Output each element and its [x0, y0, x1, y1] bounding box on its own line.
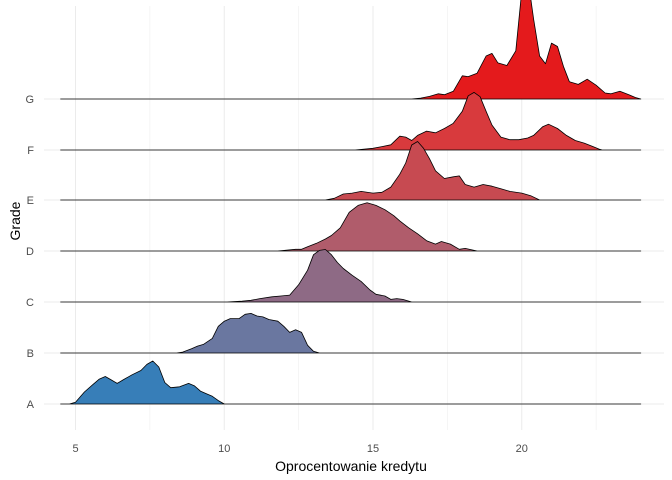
y-tick-labels: A B C D E F G — [25, 94, 34, 411]
y-tick-label: E — [27, 195, 34, 207]
x-tick-label: 5 — [72, 443, 78, 455]
ridge-E — [60, 141, 642, 201]
y-tick-label: D — [26, 246, 34, 258]
ridge-A — [60, 360, 642, 405]
x-tick-label: 20 — [516, 443, 528, 455]
y-tick-label: G — [25, 94, 34, 106]
x-tick-label: 15 — [367, 443, 379, 455]
y-axis-title: Grade — [7, 201, 23, 240]
x-tick-label: 10 — [218, 443, 230, 455]
ridge-C — [60, 249, 642, 303]
y-tick-label: B — [27, 348, 34, 360]
x-tick-labels: 5 10 15 20 — [72, 443, 527, 455]
ridge-F — [60, 92, 642, 151]
y-tick-label: C — [26, 297, 34, 309]
y-tick-label: F — [27, 145, 34, 157]
ridge-D — [60, 202, 642, 252]
ridge-G — [60, 0, 642, 100]
y-tick-label: A — [27, 399, 35, 411]
ridge-B — [60, 313, 642, 354]
ridges — [60, 0, 642, 405]
x-axis-title: Oprocentowanie kredytu — [275, 458, 427, 474]
